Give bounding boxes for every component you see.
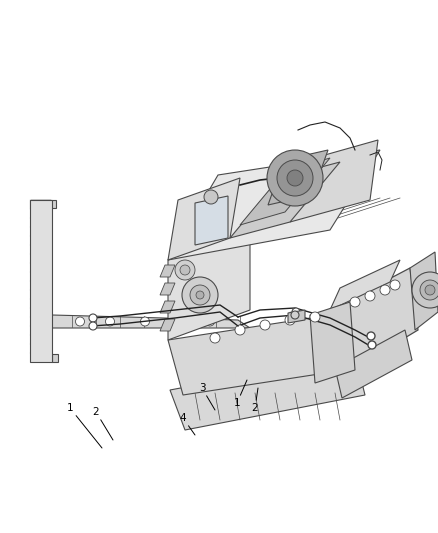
Polygon shape [310,302,355,383]
Polygon shape [168,178,240,260]
Polygon shape [160,319,175,331]
Text: 2: 2 [252,388,258,413]
Polygon shape [160,283,175,295]
Circle shape [287,170,303,186]
Text: 1: 1 [67,403,102,448]
Circle shape [175,260,195,280]
Circle shape [310,312,320,322]
Polygon shape [230,162,340,238]
Text: 3: 3 [199,383,215,410]
Circle shape [235,325,245,335]
Circle shape [365,291,375,301]
Polygon shape [168,230,250,340]
Circle shape [425,285,435,295]
Circle shape [285,315,295,325]
Polygon shape [330,268,418,372]
Circle shape [141,317,149,326]
Circle shape [390,280,400,290]
Polygon shape [240,158,330,225]
Polygon shape [195,196,228,245]
Polygon shape [335,330,412,398]
Circle shape [350,297,360,307]
Polygon shape [330,260,400,310]
Circle shape [190,285,210,305]
Circle shape [89,322,97,330]
Polygon shape [30,200,52,362]
Circle shape [75,317,85,326]
Polygon shape [52,315,250,328]
Polygon shape [170,355,365,430]
Polygon shape [268,150,328,205]
Circle shape [210,333,220,343]
Circle shape [260,320,270,330]
Circle shape [170,317,180,326]
Polygon shape [30,200,56,208]
Circle shape [420,280,438,300]
Circle shape [291,311,299,319]
Polygon shape [168,315,345,395]
Circle shape [412,272,438,308]
Circle shape [292,308,300,316]
Circle shape [277,160,313,196]
Circle shape [106,317,114,326]
Text: 1: 1 [234,380,247,408]
Circle shape [368,341,376,349]
Circle shape [182,277,218,313]
Circle shape [267,150,323,206]
Polygon shape [288,310,305,323]
Text: 4: 4 [180,413,195,435]
Polygon shape [52,354,58,362]
Circle shape [89,314,97,322]
Polygon shape [290,140,378,222]
Circle shape [204,190,218,204]
Text: 2: 2 [93,407,113,440]
Polygon shape [410,252,438,330]
Circle shape [367,332,375,340]
Circle shape [380,285,390,295]
Circle shape [205,317,215,326]
Polygon shape [168,150,380,260]
Circle shape [196,291,204,299]
Circle shape [180,265,190,275]
Polygon shape [160,265,175,277]
Polygon shape [160,301,175,313]
